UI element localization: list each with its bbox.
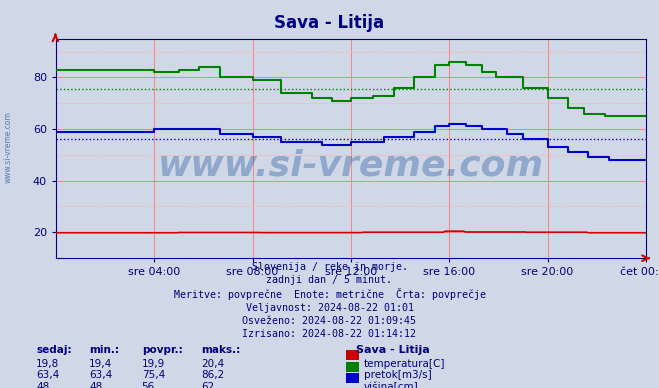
Text: 75,4: 75,4 [142,370,165,380]
Text: 20,4: 20,4 [201,359,224,369]
Text: maks.:: maks.: [201,345,241,355]
Text: 86,2: 86,2 [201,370,224,380]
Text: Sava - Litija: Sava - Litija [274,14,385,31]
Text: 19,8: 19,8 [36,359,59,369]
Text: pretok[m3/s]: pretok[m3/s] [364,370,432,380]
Text: povpr.:: povpr.: [142,345,183,355]
Text: 56: 56 [142,382,155,388]
Text: www.si-vreme.com: www.si-vreme.com [158,149,544,183]
Text: Sava - Litija: Sava - Litija [356,345,430,355]
Text: 48: 48 [89,382,102,388]
Text: www.si-vreme.com: www.si-vreme.com [3,111,13,184]
Text: sedaj:: sedaj: [36,345,72,355]
Text: temperatura[C]: temperatura[C] [364,359,445,369]
Text: 62: 62 [201,382,214,388]
Text: Slovenija / reke in morje.
zadnji dan / 5 minut.
Meritve: povprečne  Enote: metr: Slovenija / reke in morje. zadnji dan / … [173,262,486,339]
Text: 63,4: 63,4 [89,370,112,380]
Text: min.:: min.: [89,345,119,355]
Text: 63,4: 63,4 [36,370,59,380]
Text: 19,9: 19,9 [142,359,165,369]
Text: 19,4: 19,4 [89,359,112,369]
Text: 48: 48 [36,382,49,388]
Text: višina[cm]: višina[cm] [364,382,418,388]
